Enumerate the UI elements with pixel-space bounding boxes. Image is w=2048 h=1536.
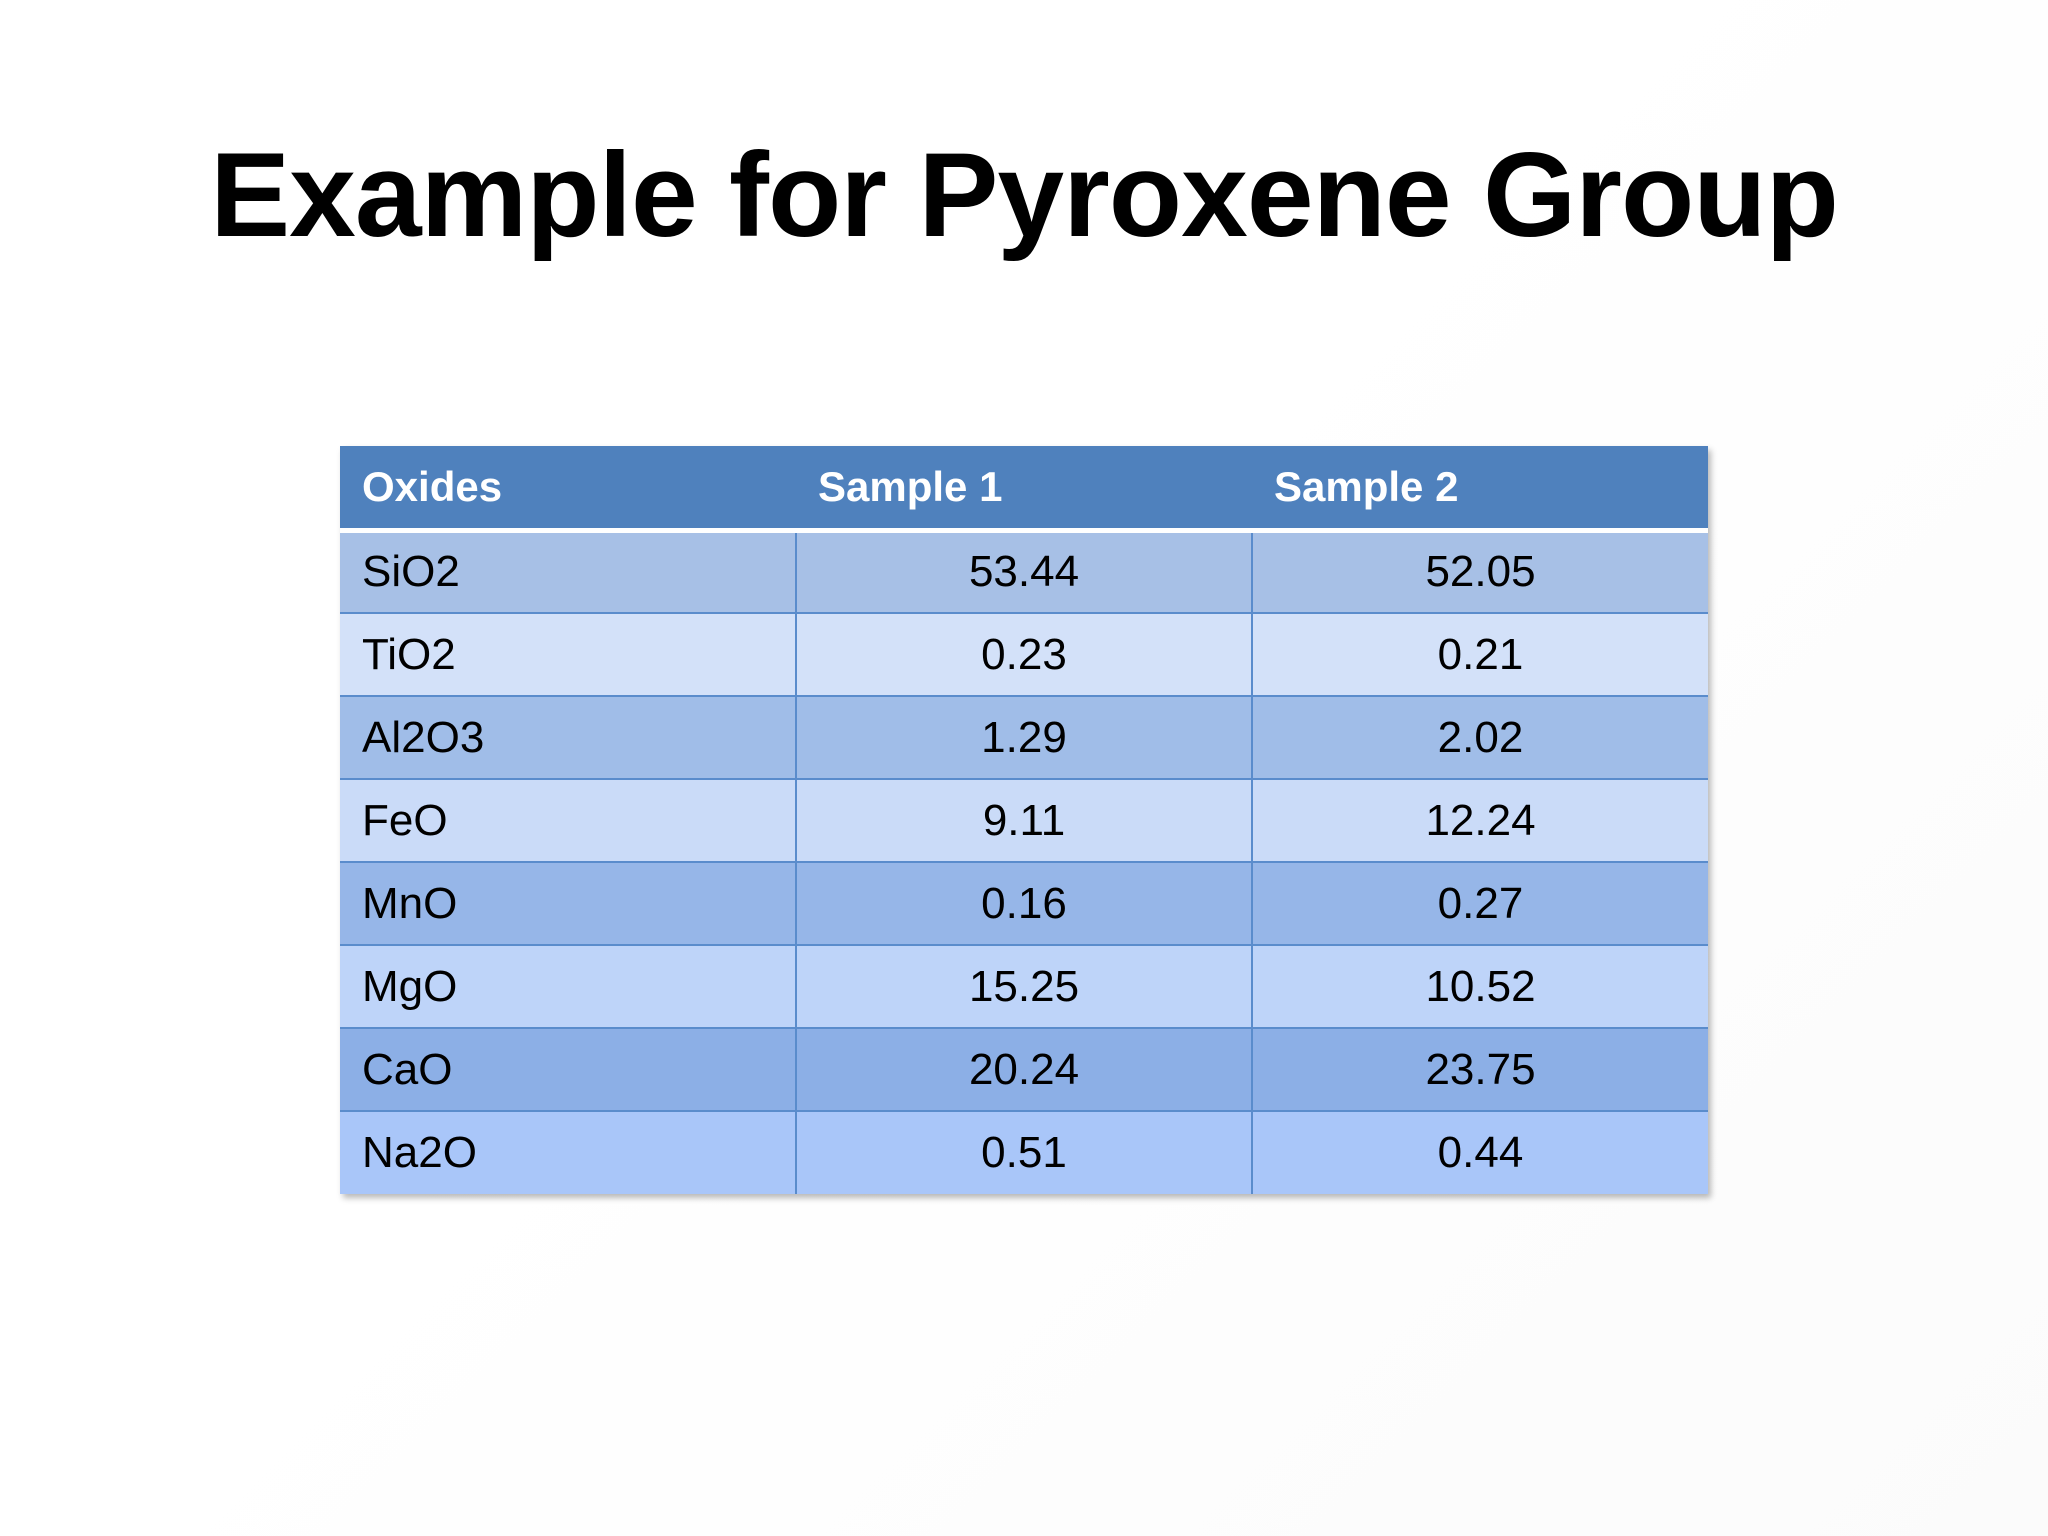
table-row: TiO2 0.23 0.21 [340, 612, 1708, 696]
oxide-cell: TiO2 [340, 612, 796, 696]
table-body: SiO2 53.44 52.05 TiO2 0.23 0.21 Al2O3 1.… [340, 530, 1708, 1194]
table-row: Al2O3 1.29 2.02 [340, 695, 1708, 779]
table-row: FeO 9.11 12.24 [340, 778, 1708, 862]
sample-1-cell: 0.51 [795, 1110, 1252, 1194]
oxide-cell: Na2O [340, 1110, 796, 1194]
sample-1-cell: 1.29 [795, 695, 1252, 779]
slide-title: Example for Pyroxene Group [210, 128, 1839, 262]
table-header: Oxides Sample 1 Sample 2 [340, 446, 1708, 533]
sample-1-cell: 0.23 [795, 612, 1252, 696]
oxide-cell: MnO [340, 861, 796, 945]
sample-2-cell: 10.52 [1251, 944, 1708, 1028]
oxide-cell: FeO [340, 778, 796, 862]
oxide-cell: Al2O3 [340, 695, 796, 779]
header-oxides: Oxides [340, 446, 796, 533]
sample-1-cell: 15.25 [795, 944, 1252, 1028]
sample-2-cell: 0.21 [1251, 612, 1708, 696]
sample-2-cell: 2.02 [1251, 695, 1708, 779]
table-row: Na2O 0.51 0.44 [340, 1110, 1708, 1194]
sample-2-cell: 0.27 [1251, 861, 1708, 945]
oxide-cell: SiO2 [362, 547, 460, 597]
oxide-cell: MgO [340, 944, 796, 1028]
sample-1-cell: 20.24 [795, 1027, 1252, 1111]
table-row: MgO 15.25 10.52 [340, 944, 1708, 1028]
table-row: SiO2 53.44 52.05 [340, 530, 1708, 613]
sample-2-cell: 52.05 [1251, 530, 1708, 613]
sample-2-cell: 0.44 [1251, 1110, 1708, 1194]
table-row: CaO 20.24 23.75 [340, 1027, 1708, 1111]
table-row: MnO 0.16 0.27 [340, 861, 1708, 945]
sample-1-cell: 53.44 [795, 530, 1252, 613]
header-row: Oxides Sample 1 Sample 2 [340, 446, 1708, 533]
oxide-table-container: Oxides Sample 1 Sample 2 SiO2 53.44 52.0… [340, 446, 1708, 1194]
sample-2-cell: 12.24 [1251, 778, 1708, 862]
oxide-table: Oxides Sample 1 Sample 2 SiO2 53.44 52.0… [340, 446, 1708, 1194]
header-sample-2: Sample 2 [1252, 446, 1708, 533]
header-sample-1: Sample 1 [796, 446, 1252, 533]
oxide-cell: CaO [340, 1027, 796, 1111]
sample-1-cell: 9.11 [795, 778, 1252, 862]
sample-2-cell: 23.75 [1251, 1027, 1708, 1111]
sample-1-cell: 0.16 [795, 861, 1252, 945]
